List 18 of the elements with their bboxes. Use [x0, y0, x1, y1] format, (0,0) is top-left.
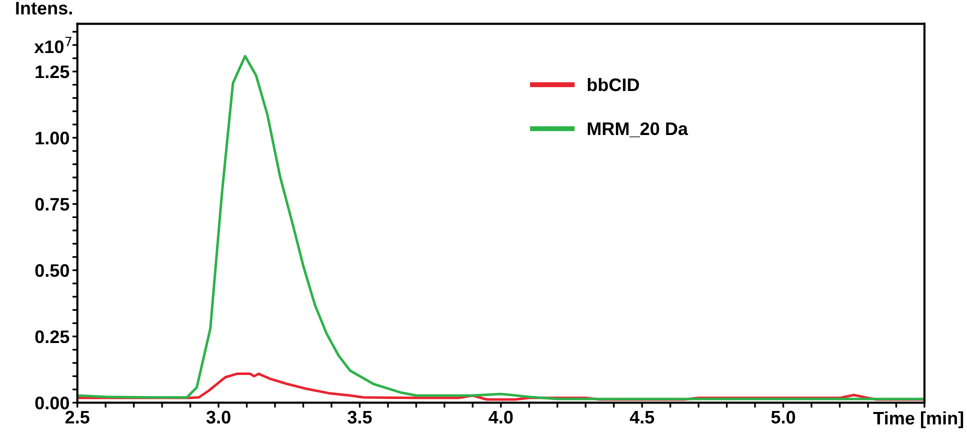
text: x10$^{7}$	[34, 36, 72, 54]
line-series	[77, 54, 924, 400]
x-tick-label: 4.0	[488, 410, 513, 424]
legend-label: MRM_20 Da	[588, 122, 688, 138]
x-tick-label: 2.5	[65, 410, 90, 424]
y-tick-label: 1.25	[36, 65, 70, 78]
legend-label: bbCID	[588, 78, 640, 92]
y-axis-title: Intens.	[16, 2, 72, 15]
y-tick-label: 0.00	[35, 396, 69, 410]
x-tick-label: 4.5	[630, 410, 654, 424]
y-tick-label: 0.75	[35, 198, 70, 211]
y-tick-label: 0.50	[35, 264, 69, 277]
y-tick-label: 0.25	[35, 330, 70, 344]
x-tick-label: 3.0	[206, 410, 230, 424]
x-tick-label: 3.5	[348, 410, 372, 424]
x-axis-title: Time [min]	[873, 411, 964, 428]
y-tick-label: 1.00	[36, 132, 69, 144]
x-tick-label: 5.0	[771, 410, 796, 424]
